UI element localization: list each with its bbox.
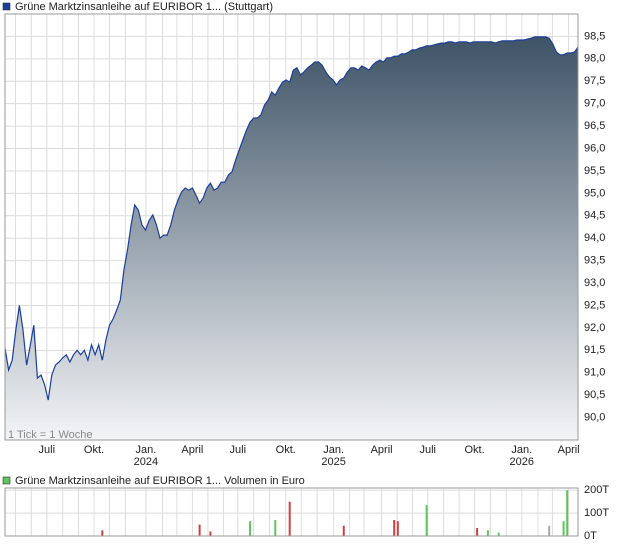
y-tick-label: 91,0 — [584, 367, 605, 379]
x-tick-label: Jan. — [323, 444, 344, 456]
x-tick-label: Okt. — [276, 444, 296, 456]
volume-bar — [566, 490, 569, 536]
volume-bar — [486, 530, 489, 536]
volume-bar — [425, 505, 428, 536]
legend-label: Grüne Marktzinsanleihe auf EURIBOR 1... … — [15, 1, 273, 13]
x-tick-label: Okt. — [84, 444, 104, 456]
price-area — [5, 36, 578, 441]
y-tick-label: 94,5 — [584, 210, 605, 222]
x-tick-year: 2026 — [510, 456, 534, 468]
x-tick-label: April — [371, 444, 393, 456]
x-tick-label: Juli — [230, 444, 247, 456]
x-tick-label: Juli — [419, 444, 436, 456]
x-tick-label: April — [558, 444, 580, 456]
volume-bar — [342, 525, 345, 536]
price-line — [4, 36, 579, 401]
volume-bar — [396, 521, 399, 536]
volume-bar — [497, 532, 500, 536]
y-tick-label: 97,5 — [584, 75, 605, 87]
y-tick-label: 96,5 — [584, 120, 605, 132]
x-tick-label: April — [181, 444, 203, 456]
x-tick-year: 2024 — [134, 456, 158, 468]
legend-label: Grüne Marktzinsanleihe auf EURIBOR 1... … — [15, 475, 305, 487]
y-tick-label: 93,5 — [584, 255, 605, 267]
x-tick-label: Jan. — [136, 444, 157, 456]
plot-frame — [4, 13, 579, 441]
volume-bar — [476, 528, 479, 536]
y-tick-label: 93,0 — [584, 277, 605, 289]
x-tick-label: Juli — [39, 444, 56, 456]
y-tick-label: 90,0 — [584, 411, 605, 423]
volume-bar — [209, 531, 212, 536]
y-tick-label: 97,0 — [584, 98, 605, 110]
y-tick-label: 96,0 — [584, 142, 605, 154]
legend-swatch — [2, 476, 11, 485]
y-tick-label: 0T — [584, 530, 597, 542]
y-tick-label: 94,0 — [584, 232, 605, 244]
y-tick-label: 100T — [584, 507, 609, 519]
volume-bar — [562, 521, 565, 536]
note: 1 Tick = 1 Woche — [8, 429, 92, 441]
volume-bar — [101, 530, 104, 536]
y-tick-label: 95,0 — [584, 187, 605, 199]
volume-bar — [198, 524, 201, 536]
x-tick-label: Jan. — [511, 444, 532, 456]
y-tick-label: 91,5 — [584, 344, 605, 356]
y-tick-label: 95,5 — [584, 165, 605, 177]
legend-swatch — [2, 2, 11, 11]
y-tick-label: 92,5 — [584, 299, 605, 311]
plot-frame — [4, 487, 579, 537]
volume-bar — [288, 501, 291, 536]
y-tick-label: 90,5 — [584, 389, 605, 401]
y-tick-label: 200T — [584, 484, 609, 496]
x-tick-label: Okt. — [464, 444, 484, 456]
volume-bar — [274, 520, 277, 536]
y-tick-label: 98,0 — [584, 53, 605, 65]
volume-bar — [393, 520, 396, 536]
x-tick-year: 2025 — [321, 456, 345, 468]
y-tick-label: 92,0 — [584, 322, 605, 334]
y-tick-label: 98,5 — [584, 30, 605, 42]
volume-bar — [249, 521, 252, 536]
volume-bar — [548, 525, 551, 536]
